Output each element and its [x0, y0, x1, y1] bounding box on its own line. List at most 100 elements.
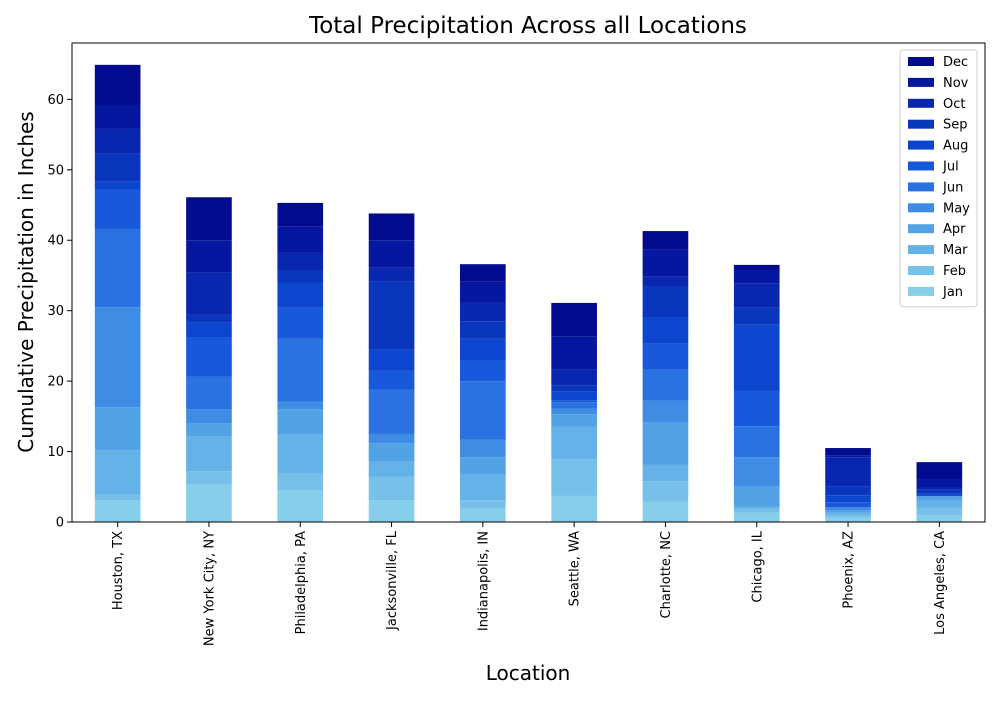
bar-segment-jun-4: [460, 381, 506, 440]
bar-segment-apr-8: [825, 510, 871, 513]
legend-swatch-may: [908, 203, 934, 213]
bar-segment-aug-0: [94, 181, 141, 190]
bar-segment-apr-2: [277, 409, 324, 435]
bar-segment-apr-9: [916, 496, 963, 501]
legend-label-dec: Dec: [943, 55, 968, 70]
bar-segment-may-8: [825, 507, 871, 511]
legend-label-may: May: [943, 201, 970, 216]
bar-segment-aug-6: [642, 317, 689, 344]
bar-segment-dec-9: [916, 462, 963, 480]
legend-swatch-jun: [908, 182, 934, 192]
x-tick-label: Indianapolis, IN: [476, 531, 491, 631]
y-tick-label: 50: [47, 163, 64, 178]
legend-label-jun: Jun: [942, 180, 963, 195]
bar-segment-nov-2: [277, 226, 324, 253]
bar-segment-jun-7: [733, 426, 780, 458]
legend-swatch-apr: [908, 224, 934, 234]
bar-segment-dec-5: [551, 302, 597, 337]
bar-segment-nov-0: [94, 104, 141, 129]
bar-segment-dec-2: [277, 202, 324, 227]
y-tick-label: 30: [47, 304, 64, 319]
bar-segment-jul-6: [642, 343, 689, 370]
x-axis-label: Location: [486, 661, 571, 685]
legend-label-apr: Apr: [943, 222, 966, 237]
bar-segment-jun-5: [551, 402, 597, 409]
bar-segment-may-5: [551, 408, 597, 415]
bar-segment-jun-3: [368, 389, 415, 434]
x-tick-label: Los Angeles, CA: [933, 531, 948, 635]
x-tick-label: Philadelphia, PA: [294, 531, 309, 634]
bar-segment-oct-7: [733, 283, 780, 308]
bar-segment-jun-8: [825, 507, 871, 508]
bar-segment-apr-7: [733, 486, 780, 507]
bar-segment-nov-1: [186, 240, 232, 273]
bar-segment-nov-4: [460, 281, 506, 303]
bar-segment-apr-5: [551, 414, 597, 427]
bar-segment-mar-6: [642, 464, 689, 482]
y-axis-label: Cumulative Precipitation in Inches: [14, 111, 38, 452]
bar-segment-may-2: [277, 401, 324, 410]
bar-segment-jun-2: [277, 338, 324, 402]
y-tick-label: 10: [47, 445, 64, 460]
legend-swatch-jul: [908, 161, 934, 171]
bar-segment-sep-5: [551, 385, 597, 392]
bar-segment-sep-0: [94, 153, 141, 182]
bar-segment-jan-8: [825, 517, 871, 522]
bar-segment-mar-9: [916, 500, 963, 508]
bar-segment-apr-3: [368, 443, 415, 462]
bar-segment-dec-3: [368, 213, 415, 241]
bar-segment-may-0: [94, 307, 141, 408]
bar-segment-oct-8: [825, 457, 871, 487]
bar-segment-may-4: [460, 439, 506, 458]
bar-segment-sep-9: [916, 489, 963, 494]
plot-area: Houston, TX New York City, NY Philadelphia…: [47, 42, 986, 646]
bar-segment-oct-5: [551, 369, 597, 386]
x-tick-label: Phoenix, AZ: [842, 531, 857, 609]
y-tick-label: 40: [47, 234, 64, 249]
bar-segment-dec-1: [186, 197, 232, 241]
bar-segment-feb-4: [460, 500, 506, 509]
bar-segment-jul-1: [186, 337, 232, 377]
bar-segment-jan-7: [733, 512, 780, 522]
legend-label-oct: Oct: [943, 97, 965, 112]
bar-segment-jan-0: [94, 500, 141, 522]
legend-swatch-aug: [908, 140, 934, 150]
x-tick-label: Jacksonville, FL: [385, 530, 400, 631]
bar-segment-mar-5: [551, 426, 597, 460]
bar-segment-mar-1: [186, 436, 232, 472]
bar-segment-dec-0: [94, 64, 141, 105]
bar-segment-aug-3: [368, 349, 415, 371]
bar-segment-jun-0: [94, 228, 141, 308]
bar-segment-sep-3: [368, 281, 415, 350]
bar-segment-feb-9: [916, 507, 963, 515]
bar-segment-apr-1: [186, 423, 232, 437]
bar-segment-jan-1: [186, 484, 232, 522]
bar-segment-jan-9: [916, 514, 963, 522]
legend-swatch-jan: [908, 286, 934, 296]
bar-segment-aug-1: [186, 322, 232, 338]
bar-segment-may-9: [916, 495, 963, 497]
bar-segment-aug-8: [825, 495, 871, 503]
bar-segment-apr-0: [94, 407, 141, 451]
bar-segment-sep-2: [277, 270, 324, 283]
bar-segment-feb-2: [277, 473, 324, 491]
legend-label-mar: Mar: [943, 243, 968, 258]
bar-segment-jan-4: [460, 508, 506, 522]
bar-segment-sep-6: [642, 286, 689, 318]
bar-segment-aug-5: [551, 391, 597, 401]
legend: Dec Nov Oct Sep Aug Jul Jun May Apr Mar Feb Jan: [899, 49, 978, 308]
bar-segment-may-3: [368, 433, 415, 444]
bar-segment-oct-4: [460, 302, 506, 322]
bar-segment-dec-6: [642, 231, 689, 250]
bar-segment-feb-1: [186, 471, 232, 485]
bar-segment-oct-9: [916, 487, 963, 490]
bar-segment-dec-4: [460, 264, 506, 282]
legend-label-jan: Jan: [942, 285, 963, 300]
bar-segment-dec-7: [733, 264, 780, 271]
bar-segment-sep-1: [186, 314, 232, 323]
bar-segment-apr-4: [460, 457, 506, 475]
bar-segment-sep-7: [733, 307, 780, 325]
legend-label-jul: Jul: [942, 160, 959, 175]
